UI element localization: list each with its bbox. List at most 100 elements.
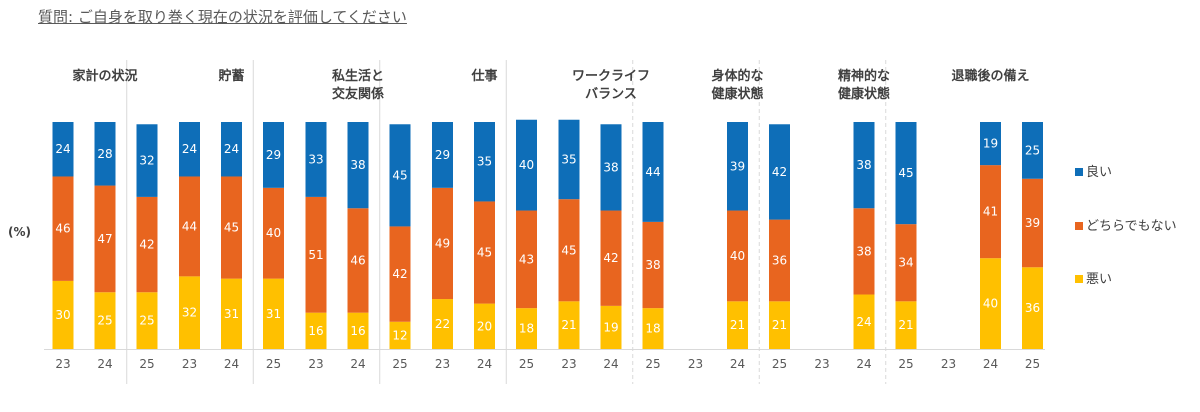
data-label: 45 — [392, 168, 407, 182]
bar-segment-bad — [980, 258, 1001, 349]
bar-segment-neutral — [179, 176, 200, 277]
bar-segment-bad — [52, 280, 74, 349]
data-label: 24 — [224, 142, 239, 156]
bar-segment-good — [305, 122, 327, 197]
x-tick-label: 25 — [772, 357, 787, 371]
bar-segment-good — [221, 122, 242, 177]
legend-swatch-neutral — [1075, 222, 1083, 230]
data-label: 19 — [983, 137, 998, 151]
x-tick-label: 24 — [477, 357, 492, 371]
bar-segment-good — [853, 122, 875, 209]
data-label: 34 — [898, 256, 913, 270]
data-label: 20 — [477, 319, 492, 333]
bar-segment-neutral — [1022, 178, 1043, 268]
data-label: 25 — [97, 314, 112, 328]
bar-segment-bad — [769, 301, 790, 349]
data-label: 29 — [435, 148, 450, 162]
data-label: 31 — [224, 307, 239, 321]
bar-segment-neutral — [221, 176, 242, 279]
data-label: 16 — [308, 324, 323, 338]
bar-segment-good — [474, 122, 495, 202]
data-label: 49 — [435, 236, 450, 250]
bar-segment-bad — [347, 312, 369, 349]
x-tick-label: 25 — [139, 357, 154, 371]
bar-segment-neutral — [136, 196, 158, 293]
data-label: 43 — [519, 252, 534, 266]
bar-segment-neutral — [52, 176, 74, 281]
legend-swatch-bad — [1075, 275, 1083, 283]
bar-segment-neutral — [980, 165, 1001, 259]
data-label: 42 — [772, 165, 787, 179]
bar-segment-bad — [305, 312, 327, 349]
bar-segment-neutral — [432, 187, 453, 300]
data-label: 38 — [603, 160, 618, 174]
data-label: 22 — [435, 317, 450, 331]
data-label: 24 — [182, 142, 197, 156]
bar-segment-bad — [474, 303, 495, 349]
data-label: 21 — [561, 318, 576, 332]
data-label: 39 — [730, 159, 745, 173]
data-label: 21 — [898, 318, 913, 332]
bar-segment-good — [516, 119, 537, 211]
bar-segment-bad — [221, 278, 242, 349]
group-label: 仕事 — [470, 68, 497, 84]
data-label: 40 — [266, 226, 281, 240]
bar-segment-good — [94, 122, 116, 186]
data-label: 25 — [139, 314, 154, 328]
x-tick-label: 23 — [561, 357, 576, 371]
data-label: 45 — [898, 166, 913, 180]
data-label: 36 — [772, 253, 787, 267]
bar-segment-neutral — [895, 224, 917, 302]
data-label: 47 — [97, 232, 112, 246]
x-tick-label: 24 — [983, 357, 998, 371]
bar-segment-neutral — [389, 226, 411, 322]
data-label: 45 — [561, 243, 576, 257]
data-label: 16 — [350, 324, 365, 338]
bar-segment-bad — [600, 305, 622, 349]
x-tick-label: 23 — [688, 357, 703, 371]
bar-segment-neutral — [516, 210, 537, 309]
data-label: 40 — [730, 249, 745, 263]
bar-segment-bad — [1022, 267, 1043, 349]
data-label: 46 — [55, 222, 70, 236]
data-label: 31 — [266, 307, 281, 321]
x-tick-label: 25 — [898, 357, 913, 371]
bar-segment-bad — [895, 301, 917, 349]
bar-segment-neutral — [769, 219, 790, 302]
data-label: 39 — [1025, 216, 1040, 230]
group-label: 退職後の備え — [951, 68, 1029, 84]
x-tick-label: 25 — [645, 357, 660, 371]
bar-segment-good — [179, 122, 200, 177]
bar-segment-neutral — [474, 201, 495, 304]
bar-segment-good — [980, 122, 1001, 166]
bar-segment-bad — [642, 308, 664, 349]
bar-segment-good — [432, 122, 453, 188]
bar-segment-good — [727, 122, 748, 211]
data-label: 21 — [772, 318, 787, 332]
x-tick-label: 24 — [856, 357, 871, 371]
data-label: 18 — [519, 322, 534, 336]
x-tick-label: 23 — [941, 357, 956, 371]
data-label: 35 — [561, 152, 576, 166]
bar-segment-bad — [432, 299, 453, 349]
bar-segment-good — [769, 124, 790, 220]
group-label: 私生活と — [332, 68, 384, 84]
data-label: 35 — [477, 155, 492, 169]
data-label: 38 — [350, 158, 365, 172]
data-label: 42 — [139, 238, 154, 252]
data-label: 29 — [266, 148, 281, 162]
data-label: 44 — [645, 165, 660, 179]
x-tick-label: 24 — [97, 357, 112, 371]
x-tick-label: 23 — [435, 357, 450, 371]
data-label: 21 — [730, 318, 745, 332]
bar-segment-bad — [263, 278, 284, 349]
bar-segment-neutral — [347, 208, 369, 313]
bar-segment-good — [1022, 122, 1043, 179]
bar-segment-neutral — [263, 187, 284, 279]
data-label: 25 — [1025, 143, 1040, 157]
data-label: 33 — [308, 152, 323, 166]
data-label: 38 — [856, 158, 871, 172]
data-label: 18 — [645, 322, 660, 336]
bar-segment-bad — [136, 292, 158, 349]
